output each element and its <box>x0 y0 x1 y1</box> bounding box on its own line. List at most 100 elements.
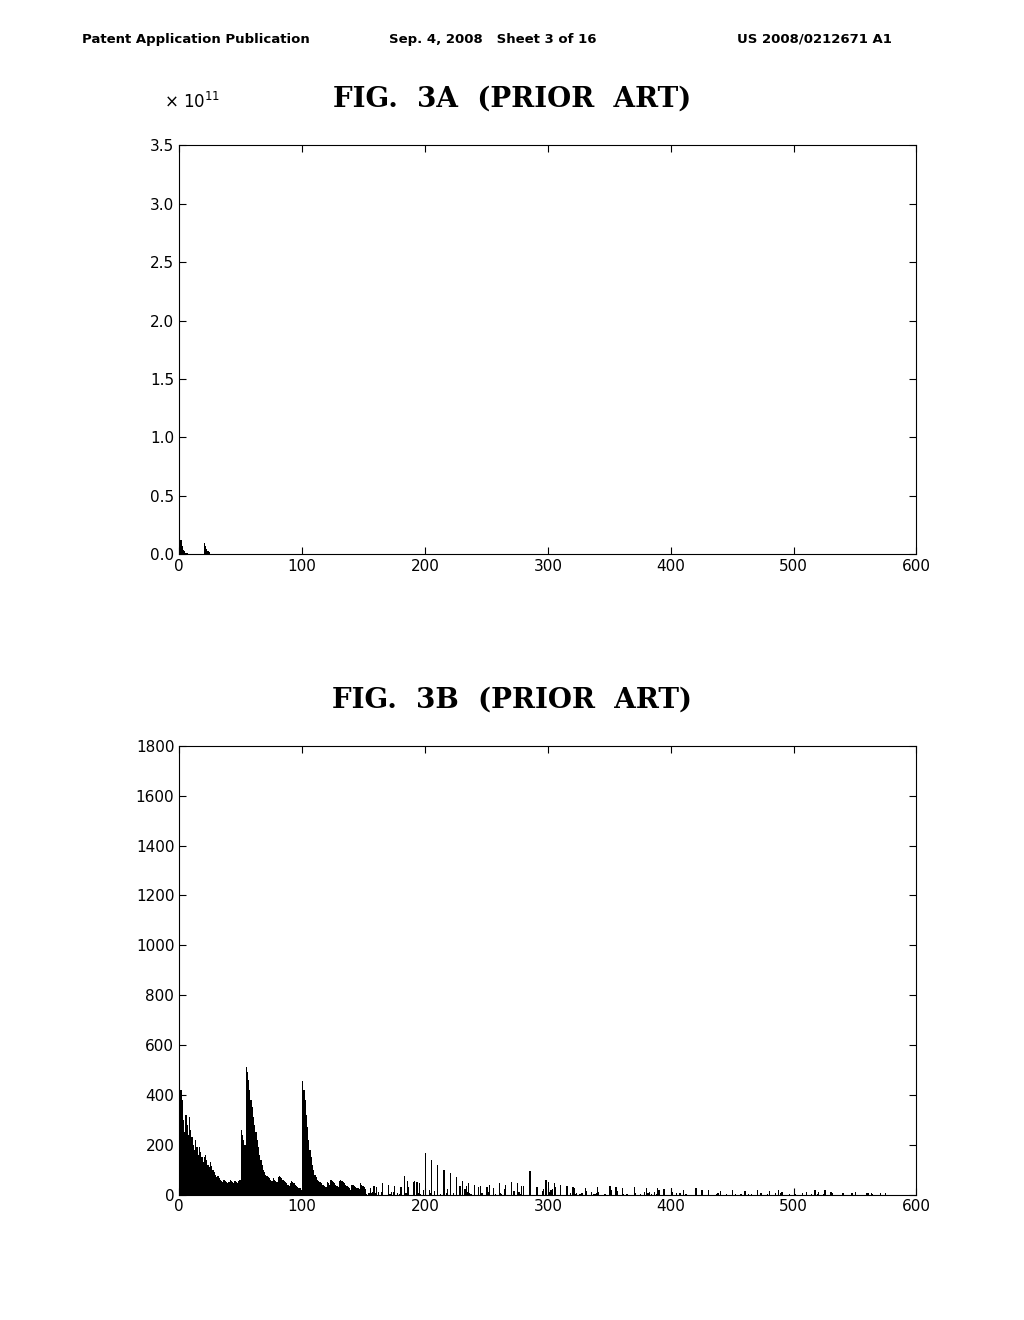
Bar <box>679 1193 681 1195</box>
Bar <box>243 1139 245 1195</box>
Bar <box>261 1164 263 1195</box>
Bar <box>327 1183 328 1195</box>
Bar <box>851 1193 853 1195</box>
Bar <box>179 181 180 554</box>
Bar <box>467 1192 468 1195</box>
Bar <box>431 1160 432 1195</box>
Bar <box>273 1180 275 1195</box>
Bar <box>265 1175 266 1195</box>
Bar <box>469 1193 470 1195</box>
Bar <box>356 1188 357 1195</box>
Bar <box>187 1135 189 1195</box>
Bar <box>251 1100 252 1195</box>
Bar <box>429 1191 430 1195</box>
Bar <box>210 1162 211 1195</box>
Bar <box>297 1187 298 1195</box>
Bar <box>285 1183 286 1195</box>
Bar <box>802 1192 804 1195</box>
Bar <box>597 1187 598 1195</box>
Bar <box>450 1173 451 1195</box>
Bar <box>488 1185 490 1195</box>
Bar <box>260 1160 261 1195</box>
Bar <box>206 549 208 554</box>
Bar <box>331 1180 332 1195</box>
Bar <box>315 1177 316 1195</box>
Bar <box>224 1181 226 1195</box>
Text: FIG.  3A  (PRIOR  ART): FIG. 3A (PRIOR ART) <box>333 86 691 112</box>
Bar <box>186 1125 187 1195</box>
Bar <box>585 1188 586 1195</box>
Bar <box>351 1184 352 1195</box>
Bar <box>374 1185 375 1195</box>
Bar <box>359 1183 361 1195</box>
Bar <box>222 1183 223 1195</box>
Bar <box>321 1183 322 1195</box>
Bar <box>517 1183 518 1195</box>
Bar <box>353 1185 355 1195</box>
Bar <box>290 1183 291 1195</box>
Bar <box>253 1117 254 1195</box>
Bar <box>581 1192 583 1195</box>
Bar <box>388 1184 389 1195</box>
Bar <box>824 1191 825 1195</box>
Bar <box>672 1192 673 1195</box>
Text: Sep. 4, 2008   Sheet 3 of 16: Sep. 4, 2008 Sheet 3 of 16 <box>389 33 597 46</box>
Bar <box>338 1187 339 1195</box>
Bar <box>843 1192 844 1195</box>
Bar <box>382 1183 383 1195</box>
Bar <box>390 1192 392 1195</box>
Bar <box>180 1090 181 1195</box>
Bar <box>376 1187 377 1195</box>
Bar <box>221 1181 222 1195</box>
Bar <box>794 1191 795 1195</box>
Bar <box>266 1176 267 1195</box>
Bar <box>657 1188 658 1195</box>
Bar <box>542 1191 543 1195</box>
Bar <box>263 1170 264 1195</box>
Bar <box>185 553 186 554</box>
Bar <box>189 1117 190 1195</box>
Bar <box>486 1187 487 1195</box>
Bar <box>286 1183 288 1195</box>
Bar <box>757 1189 758 1195</box>
Bar <box>294 1183 295 1195</box>
Bar <box>300 1188 301 1195</box>
Bar <box>552 1189 553 1195</box>
Bar <box>708 1189 709 1195</box>
Bar <box>335 1184 337 1195</box>
Bar <box>842 1193 843 1195</box>
Bar <box>200 1152 202 1195</box>
Bar <box>615 1187 616 1195</box>
Bar <box>646 1188 647 1195</box>
Bar <box>418 1193 419 1195</box>
Bar <box>179 796 180 1195</box>
Bar <box>622 1188 623 1195</box>
Bar <box>518 1192 519 1195</box>
Bar <box>190 1130 191 1195</box>
Bar <box>423 1191 424 1195</box>
Bar <box>211 1166 212 1195</box>
Bar <box>653 1192 654 1195</box>
Text: $\times$ 10$^{11}$: $\times$ 10$^{11}$ <box>165 92 221 112</box>
Bar <box>577 1192 578 1195</box>
Bar <box>318 1181 319 1195</box>
Bar <box>208 1164 209 1195</box>
Bar <box>573 1188 574 1195</box>
Bar <box>295 1184 296 1195</box>
Bar <box>413 1183 414 1195</box>
Bar <box>695 1188 696 1195</box>
Bar <box>229 1180 230 1195</box>
Bar <box>549 1192 550 1195</box>
Bar <box>184 1133 185 1195</box>
Bar <box>227 1183 228 1195</box>
Bar <box>499 1183 500 1195</box>
Bar <box>369 1193 370 1195</box>
Bar <box>406 1193 407 1195</box>
Bar <box>806 1192 807 1195</box>
Bar <box>358 1189 359 1195</box>
Bar <box>474 1184 475 1195</box>
Bar <box>344 1183 345 1195</box>
Bar <box>487 1192 488 1195</box>
Bar <box>880 1193 881 1195</box>
Bar <box>283 1180 284 1195</box>
